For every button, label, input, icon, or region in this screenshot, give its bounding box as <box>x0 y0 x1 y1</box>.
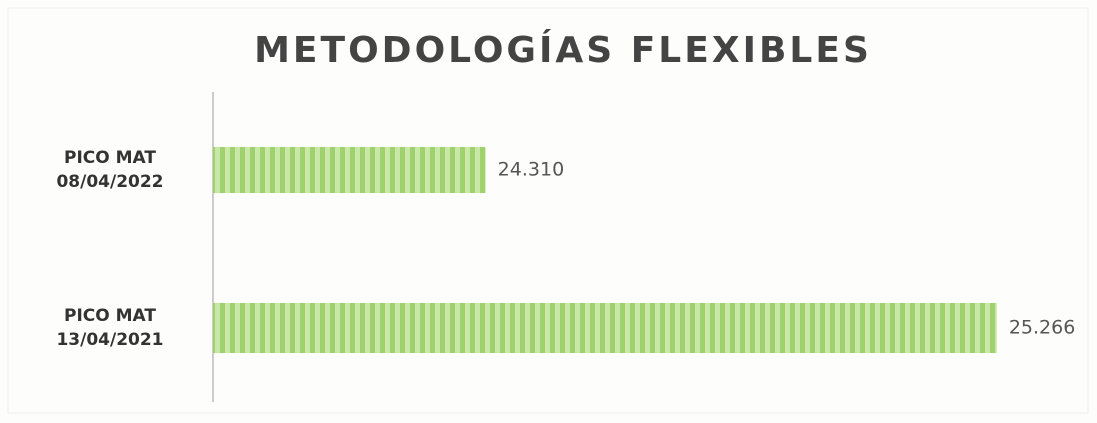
bar <box>213 147 486 193</box>
value-label: 24.310 <box>498 159 564 181</box>
category-label: PICO MAT 13/04/2021 <box>56 306 164 350</box>
frame <box>7 7 1089 414</box>
value-label: 25.266 <box>1009 317 1075 339</box>
chart-title: METODOLOGÍAS FLEXIBLES <box>254 29 872 71</box>
category-label: PICO MAT 08/04/2022 <box>56 148 164 192</box>
bar <box>213 303 997 353</box>
